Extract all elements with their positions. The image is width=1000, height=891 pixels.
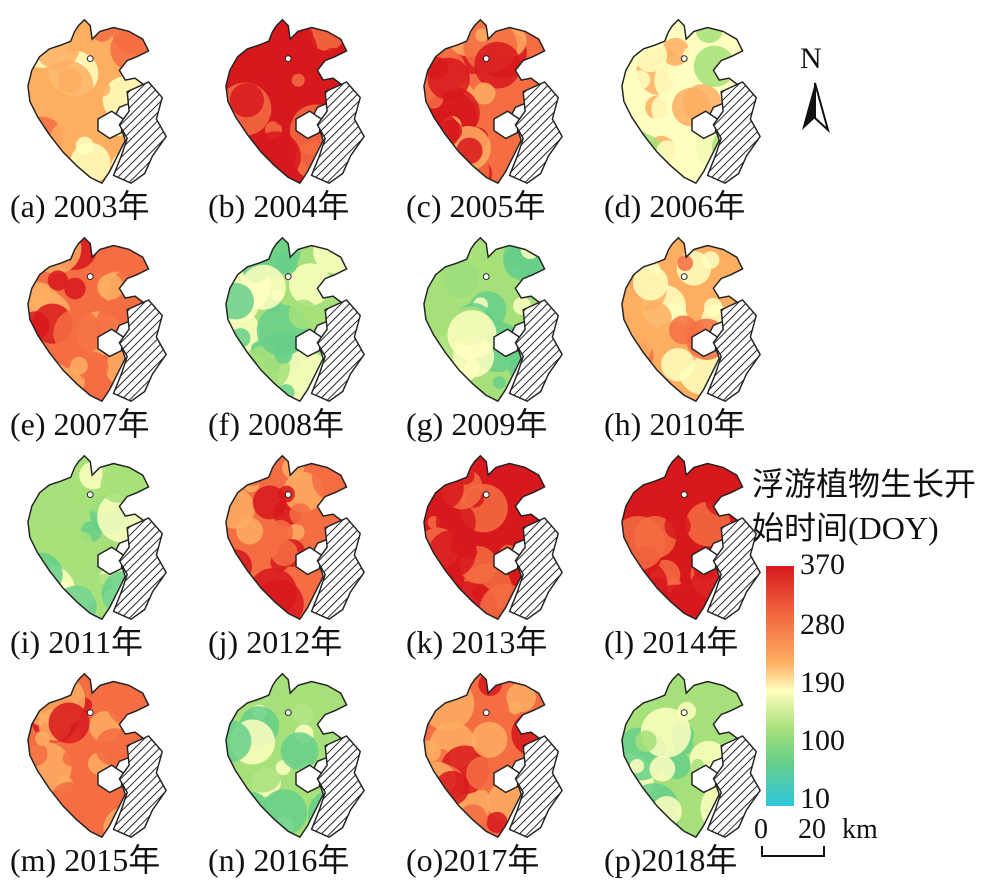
legend-tick-370: 370 [800,548,845,581]
lake-map [225,236,365,403]
lake-map [423,18,563,185]
map-panel: (a) 2003年 [8,10,198,225]
map-panel: (k) 2013年 [404,446,594,661]
panel-caption: (e) 2007年 [10,406,150,442]
panel-caption: (f) 2008年 [208,406,344,442]
lake-map [423,454,563,621]
lake-map [621,672,761,839]
panel-caption: (j) 2012年 [208,624,343,660]
legend-tick-190: 190 [800,666,845,699]
map-panel: (d) 2006年 [602,10,792,225]
lake-map [621,454,761,621]
panel-caption: (m) 2015年 [10,842,161,878]
scale-bar-line [761,846,825,857]
lake-map [27,454,167,621]
legend-title: 浮游植物生长开 始时间(DOY) [752,462,976,550]
panel-caption: (h) 2010年 [604,406,746,442]
lake-map [225,18,365,185]
legend-tick-10: 10 [800,782,830,815]
map-panel: (c) 2005年 [404,10,594,225]
panel-caption: (d) 2006年 [604,188,746,224]
lake-map [225,454,365,621]
panel-caption: (o)2017年 [406,842,540,878]
legend-title-line2: 始时间(DOY) [752,510,939,546]
map-panel: (n) 2016年 [206,664,396,879]
map-panel: (b) 2004年 [206,10,396,225]
panel-caption: (c) 2005年 [406,188,546,224]
scale-bar: 0 20 km [750,814,878,870]
panel-caption: (l) 2014年 [604,624,739,660]
north-label: N [800,42,822,75]
map-panel: (m) 2015年 [8,664,198,879]
scale-bar-zero: 0 [754,814,768,845]
panel-caption: (g) 2009年 [406,406,548,442]
north-arrow-icon [802,82,830,134]
legend-colorbar [766,566,794,806]
map-panel: (h) 2010年 [602,228,792,443]
panel-caption: (b) 2004年 [208,188,350,224]
scale-bar-unit: km [842,814,878,845]
legend-tick-100: 100 [800,724,845,757]
map-panel: (j) 2012年 [206,446,396,661]
map-panel: (e) 2007年 [8,228,198,443]
map-panel: (o)2017年 [404,664,594,879]
panel-caption: (i) 2011年 [10,624,144,660]
lake-map [27,672,167,839]
lake-map [27,236,167,403]
lake-map [621,18,761,185]
lake-map [621,236,761,403]
map-panel: (f) 2008年 [206,228,396,443]
map-panel: (p)2018年 [602,664,792,879]
map-panel: (l) 2014年 [602,446,792,661]
map-panel: (i) 2011年 [8,446,198,661]
scale-bar-value: 20 [798,814,826,845]
legend-title-line1: 浮游植物生长开 [752,466,977,502]
lake-map [225,672,365,839]
lake-map [27,18,167,185]
panel-caption: (n) 2016年 [208,842,350,878]
map-panel: (g) 2009年 [404,228,594,443]
legend-tick-280: 280 [800,608,845,641]
panel-caption: (a) 2003年 [10,188,150,224]
lake-map [423,236,563,403]
lake-map [423,672,563,839]
panel-caption: (k) 2013年 [406,624,548,660]
panel-caption: (p)2018年 [604,842,738,878]
